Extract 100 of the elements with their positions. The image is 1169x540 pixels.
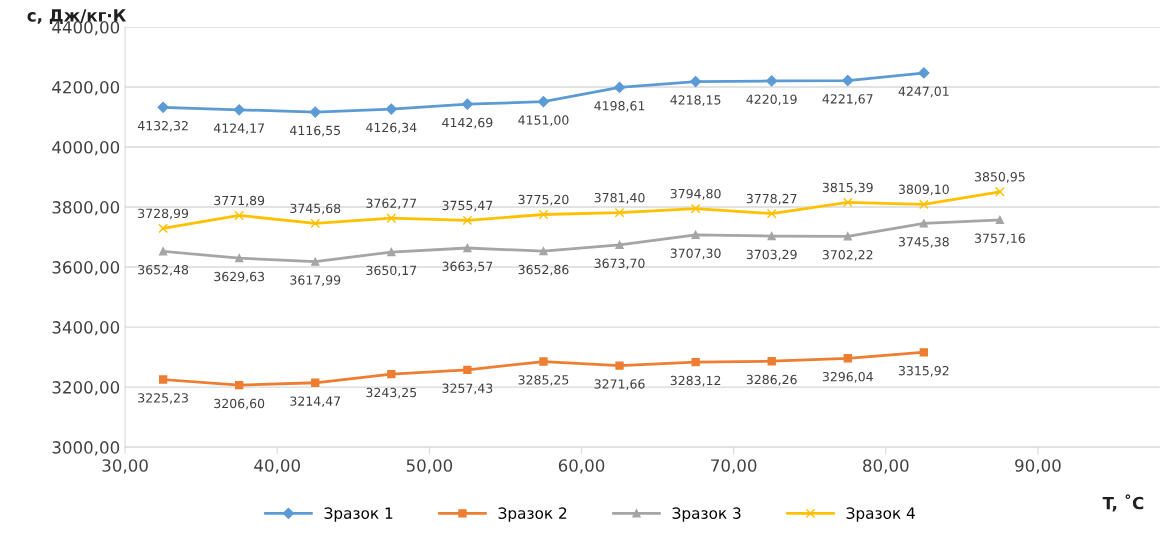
point — [767, 231, 776, 241]
point — [235, 380, 244, 390]
point — [233, 104, 245, 116]
y-tick-label: 4000,00 — [52, 141, 120, 156]
data-label: 3815,39 — [822, 182, 873, 194]
point — [842, 197, 853, 208]
y-tick-label: 3000,00 — [52, 441, 120, 456]
point — [538, 209, 549, 220]
data-label: 3315,92 — [898, 365, 949, 377]
point — [309, 106, 321, 118]
x-tick-label: 60,00 — [558, 459, 605, 474]
data-label: 3755,47 — [442, 200, 493, 212]
point — [766, 208, 777, 219]
point — [615, 240, 624, 250]
data-label: 3225,23 — [138, 393, 188, 404]
data-label: 4142,69 — [442, 117, 493, 129]
data-label: 3850,95 — [975, 172, 1025, 183]
point — [691, 230, 700, 240]
data-label: 3707,30 — [670, 248, 721, 260]
x-tick-label: 30,00 — [102, 459, 148, 474]
data-label: 4220,19 — [746, 94, 797, 106]
data-label: 3206,60 — [214, 398, 265, 410]
point — [235, 254, 244, 263]
point — [918, 67, 930, 79]
data-label: 3702,22 — [822, 250, 873, 261]
point — [463, 243, 472, 253]
data-label: 3617,99 — [290, 275, 341, 287]
data-label: 4132,32 — [137, 120, 188, 132]
legend-label: Зразок 1 — [324, 507, 393, 522]
data-label: 3652,48 — [138, 264, 189, 276]
point — [766, 75, 778, 87]
x-tick-label: 80,00 — [863, 459, 909, 474]
x-tick-label: 70,00 — [711, 459, 757, 474]
legend-label: Зразок 3 — [672, 507, 741, 522]
point — [767, 357, 776, 366]
y-tick-label: 3600,00 — [52, 261, 120, 276]
point — [843, 232, 852, 241]
point — [995, 186, 1005, 197]
point — [539, 357, 548, 366]
point — [158, 375, 168, 384]
point — [539, 247, 548, 256]
data-label: 4116,55 — [290, 125, 341, 137]
point — [234, 210, 245, 221]
point — [842, 74, 854, 87]
data-label: 3762,77 — [366, 198, 417, 210]
point — [843, 354, 852, 363]
point — [311, 257, 320, 266]
legend-label: Зразок 2 — [498, 507, 567, 522]
x-tick-label: 90,00 — [1015, 459, 1061, 474]
data-label: 3257,43 — [442, 383, 493, 395]
data-label: 3673,70 — [594, 258, 645, 270]
data-label: 3629,63 — [214, 271, 265, 283]
data-label: 3781,40 — [594, 192, 645, 204]
y-tick-label: 3400,00 — [52, 321, 120, 336]
point — [691, 357, 700, 367]
data-label: 3650,17 — [366, 265, 417, 277]
point — [158, 247, 168, 256]
y-tick-label: 4200,00 — [52, 80, 120, 96]
point — [614, 207, 625, 218]
point — [387, 369, 396, 379]
data-label: 3745,68 — [290, 203, 341, 215]
point — [919, 219, 928, 228]
y-tick-label: 3800,00 — [52, 201, 120, 216]
data-label: 3778,27 — [746, 193, 797, 205]
data-label: 3728,99 — [138, 208, 189, 220]
point — [615, 361, 624, 370]
y-tick-label: 3200,00 — [52, 381, 120, 396]
point — [386, 213, 397, 224]
data-label: 3283,12 — [670, 375, 721, 387]
point — [463, 365, 472, 375]
point — [310, 218, 321, 229]
x-tick-label: 50,00 — [406, 459, 453, 474]
x-tick-label: 40,00 — [254, 459, 300, 474]
data-label: 4151,00 — [518, 115, 569, 127]
data-label: 4126,34 — [366, 122, 417, 134]
data-label: 3663,57 — [442, 261, 493, 273]
data-label: 3243,25 — [366, 387, 417, 399]
data-label: 4247,01 — [898, 86, 949, 98]
data-label: 3775,20 — [518, 194, 569, 206]
data-label: 3794,80 — [670, 188, 721, 200]
data-label: 3285,25 — [518, 375, 569, 386]
data-label: 3214,47 — [290, 396, 341, 408]
data-label: 3703,29 — [746, 249, 797, 261]
point — [690, 75, 702, 88]
point — [461, 98, 474, 110]
x-axis-title: T, ˚C — [1102, 494, 1144, 512]
point — [311, 378, 320, 387]
data-label: 3757,16 — [975, 233, 1025, 245]
data-label: 3809,10 — [898, 184, 949, 196]
data-label: 3652,86 — [518, 264, 569, 276]
data-label: 3296,04 — [822, 371, 873, 383]
data-label: 4198,61 — [594, 101, 645, 112]
point — [918, 199, 929, 210]
point — [462, 215, 473, 226]
point — [613, 81, 626, 94]
point — [537, 96, 550, 108]
data-label: 4221,67 — [822, 94, 873, 105]
point — [995, 215, 1005, 225]
point — [690, 203, 701, 214]
point — [157, 101, 169, 113]
